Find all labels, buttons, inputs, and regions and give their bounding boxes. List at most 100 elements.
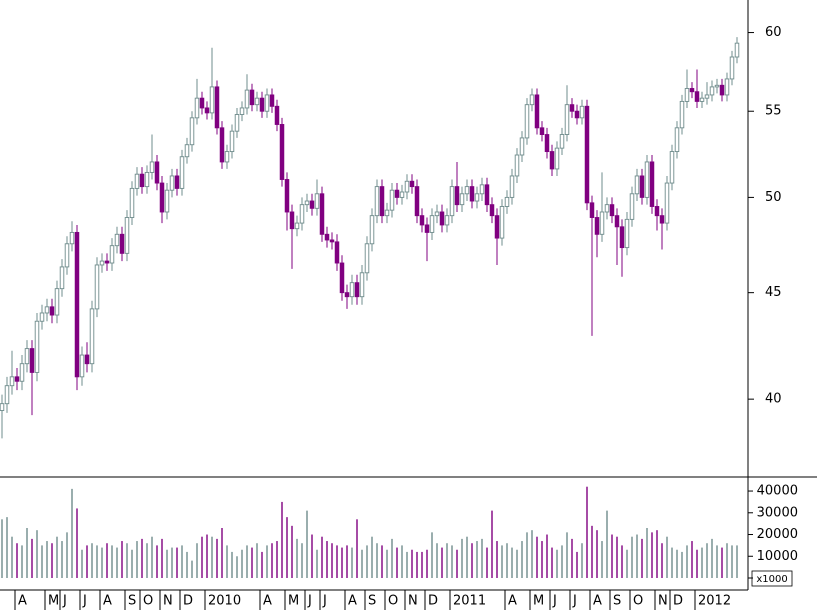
candle-body (339, 262, 345, 294)
candle-body (229, 130, 235, 153)
candle-body (269, 94, 275, 107)
candle-body (709, 86, 715, 96)
candle-body (174, 175, 180, 189)
candle-body (149, 161, 155, 173)
candle-body (139, 173, 145, 188)
candle-body (439, 211, 445, 226)
candle-body (314, 193, 320, 209)
candle-body (234, 114, 240, 132)
candle-body (629, 193, 635, 220)
candle-body (189, 117, 195, 146)
candle-body (724, 78, 730, 96)
candle-body (689, 88, 695, 93)
candle-body (674, 127, 680, 153)
candle-body (349, 282, 355, 298)
x-tick-label: J (322, 594, 327, 609)
candle-body (164, 189, 170, 213)
candle-body (364, 243, 370, 274)
x-tick-label: S (128, 594, 136, 609)
volume-tick-label: 10000 (757, 549, 798, 564)
x-tick-label: S (613, 594, 621, 609)
candle-body (294, 222, 300, 230)
candle-body (69, 231, 75, 245)
x-tick-label: A (508, 594, 517, 609)
candle-body (634, 175, 640, 195)
candle-body (19, 363, 25, 382)
candle-body (184, 144, 190, 158)
candle-body (544, 134, 550, 153)
x-tick-label: A (348, 594, 357, 609)
candle-body (664, 182, 670, 224)
candle-body (699, 97, 705, 102)
candle-body (679, 100, 685, 129)
candle-body (104, 260, 110, 264)
candle-body (494, 215, 500, 239)
x-tick-label: A (593, 594, 602, 609)
candle-body (64, 243, 70, 268)
candle-body (289, 211, 295, 230)
candle-body (409, 180, 415, 188)
candle-body (169, 175, 175, 191)
candle-body (424, 224, 430, 233)
candle-body (74, 231, 80, 378)
candle-body (729, 56, 735, 80)
y-tick-label: 60 (765, 25, 782, 40)
candle-body (359, 272, 365, 298)
x-tick-label: A (18, 594, 27, 609)
x-tick-label: O (633, 594, 643, 609)
candle-body (249, 89, 255, 106)
candle-body (449, 186, 455, 217)
candle-body (159, 182, 165, 213)
candle-body (134, 173, 140, 189)
candle-body (384, 209, 390, 217)
x-tick-label: 2011 (453, 594, 486, 609)
candle-body (394, 189, 400, 198)
candle-body (404, 180, 410, 193)
candle-body (94, 264, 100, 310)
candle-body (309, 200, 315, 209)
candle-body (24, 348, 30, 365)
candle-body (559, 134, 565, 149)
candle-body (124, 217, 130, 254)
y-tick-label: 50 (765, 190, 782, 205)
x-tick-label: J (307, 594, 312, 609)
candle-body (644, 161, 650, 198)
candle-body (29, 348, 35, 373)
candle-body (304, 200, 310, 206)
candle-body (649, 161, 655, 207)
candle-body (464, 186, 470, 195)
candle-body (89, 308, 95, 365)
x-tick-label: O (388, 594, 398, 609)
candle-body (374, 186, 380, 217)
candle-body (704, 94, 710, 99)
candle-body (469, 186, 475, 202)
candle-body (219, 127, 225, 163)
candle-body (579, 105, 585, 119)
x-tick-label: A (103, 594, 112, 609)
x-tick-label: N (163, 594, 173, 609)
x-tick-label: D (673, 594, 683, 609)
x-tick-label: O (143, 594, 153, 609)
candle-body (369, 215, 375, 245)
x-tick-label: J (62, 594, 67, 609)
y-tick-label: 55 (765, 104, 782, 119)
candle-body (0, 403, 5, 411)
candle-body (14, 376, 20, 382)
candle-body (344, 292, 350, 298)
candle-body (379, 186, 385, 217)
candle-body (594, 217, 600, 235)
candle-body (319, 193, 325, 235)
candle-body (474, 193, 480, 202)
candle-body (209, 86, 215, 114)
candle-body (99, 260, 105, 266)
candle-body (434, 211, 440, 217)
candle-body (34, 320, 40, 373)
candle-body (534, 94, 540, 129)
candle-body (719, 84, 725, 96)
candle-body (654, 206, 660, 217)
candle-body (334, 241, 340, 264)
candle-body (484, 184, 490, 206)
x-tick-label: J (82, 594, 87, 609)
candle-body (584, 105, 590, 204)
